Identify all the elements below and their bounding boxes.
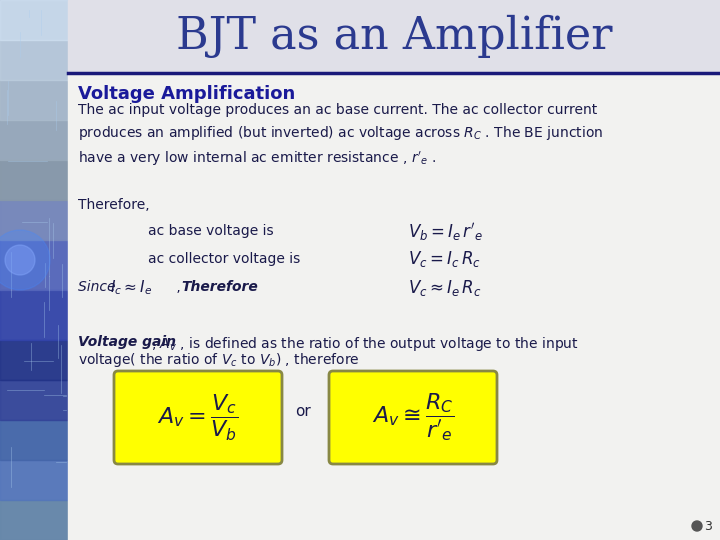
Circle shape: [692, 521, 702, 531]
Text: Voltage Amplification: Voltage Amplification: [78, 85, 295, 103]
Bar: [68, 74, 720, 540]
Text: $\mathit{A_v \cong \dfrac{R_C}{r'_e}}$: $\mathit{A_v \cong \dfrac{R_C}{r'_e}}$: [372, 392, 454, 443]
Bar: [0, 40, 68, 80]
Bar: [0, 120, 68, 160]
Circle shape: [0, 230, 50, 290]
Bar: [0, 0, 68, 40]
Text: , $A_v$ , is defined as the ratio of the output voltage to the input: , $A_v$ , is defined as the ratio of the…: [151, 335, 579, 353]
Bar: [0, 200, 68, 240]
Bar: [68, 0, 720, 72]
Circle shape: [5, 245, 35, 275]
Text: ac base voltage is: ac base voltage is: [148, 224, 274, 238]
Bar: [0, 80, 68, 120]
FancyBboxPatch shape: [329, 371, 497, 464]
Bar: [0, 420, 68, 460]
Text: The ac input voltage produces an ac base current. The ac collector current
produ: The ac input voltage produces an ac base…: [78, 103, 603, 167]
Text: $V_c = I_c\, R_c$: $V_c = I_c\, R_c$: [408, 249, 481, 269]
Text: Since: Since: [78, 280, 120, 294]
Text: Therefore: Therefore: [181, 280, 258, 294]
Text: Voltage gain: Voltage gain: [78, 335, 176, 349]
Text: voltage( the ratio of $V_c$ to $V_b$) , therefore: voltage( the ratio of $V_c$ to $V_b$) , …: [78, 351, 359, 369]
Bar: [0, 500, 68, 540]
Text: BJT as an Amplifier: BJT as an Amplifier: [176, 15, 612, 58]
Text: ,: ,: [172, 280, 185, 294]
Text: or: or: [295, 404, 311, 420]
Text: $V_c \approx I_e\, R_c$: $V_c \approx I_e\, R_c$: [408, 278, 482, 298]
Bar: [0, 340, 68, 380]
Bar: [0, 160, 68, 200]
Bar: [0, 0, 68, 540]
Bar: [0, 240, 68, 290]
Text: ac collector voltage is: ac collector voltage is: [148, 252, 300, 266]
Text: 3: 3: [704, 519, 712, 532]
Bar: [0, 380, 68, 420]
FancyBboxPatch shape: [114, 371, 282, 464]
Bar: [0, 460, 68, 500]
Text: Therefore,: Therefore,: [78, 198, 150, 212]
Text: $I_c \approx I_e$: $I_c \approx I_e$: [110, 278, 152, 296]
Bar: [0, 290, 68, 340]
Text: $V_b = I_e\, r'_e$: $V_b = I_e\, r'_e$: [408, 221, 483, 243]
Text: $\mathit{A_v = \dfrac{V_c}{V_b}}$: $\mathit{A_v = \dfrac{V_c}{V_b}}$: [158, 393, 238, 443]
